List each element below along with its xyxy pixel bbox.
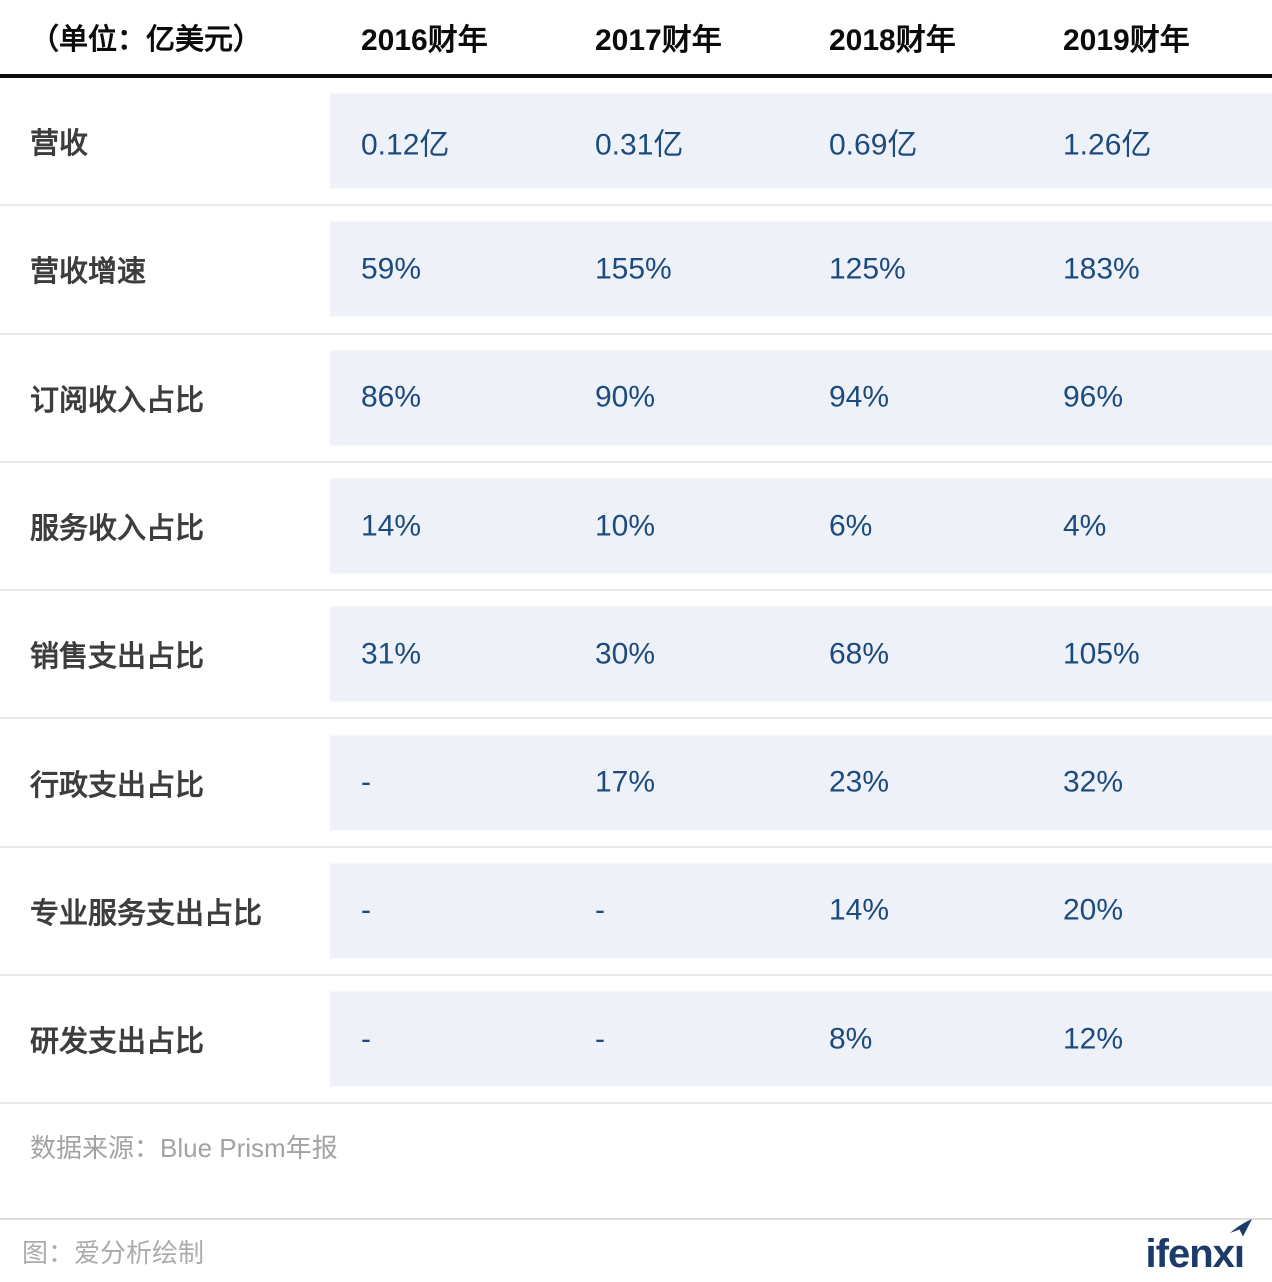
table-row: 行政支出占比 - 17% 23% 32%	[0, 719, 1272, 848]
row-value-band: 86% 90% 94% 96%	[330, 350, 1272, 446]
cell-value: 12%	[1063, 1022, 1124, 1056]
cell-value: 86%	[361, 380, 422, 414]
unit-label: （单位：亿美元）	[30, 24, 263, 56]
logo-arrow-icon	[1229, 1219, 1252, 1237]
cell-value: 68%	[829, 637, 890, 671]
chart-credit: 图：爱分析绘制	[22, 1237, 205, 1268]
row-label-professional-service-expense-share: 专业服务支出占比	[30, 897, 263, 930]
footer-bar: 图：爱分析绘制 ifenxı	[0, 1218, 1272, 1282]
column-header-2018: 2018财年	[829, 24, 956, 57]
row-label-sales-expense-share: 销售支出占比	[30, 641, 205, 674]
logo-text: ifenx	[1145, 1232, 1235, 1276]
column-header-2016: 2016财年	[361, 24, 488, 57]
cell-value: 20%	[1063, 893, 1124, 927]
cell-value: 0.12亿	[361, 128, 450, 162]
table-row: 销售支出占比 31% 30% 68% 105%	[0, 591, 1272, 720]
row-label-rd-expense-share: 研发支出占比	[30, 1026, 205, 1059]
cell-value: 94%	[829, 380, 890, 414]
cell-value: 10%	[595, 509, 656, 543]
column-header-2017: 2017财年	[595, 24, 722, 57]
table-row: 研发支出占比 - - 8% 12%	[0, 976, 1272, 1105]
cell-value: 30%	[595, 637, 656, 671]
column-headers: 2016财年 2017财年 2018财年 2019财年	[330, 0, 1272, 74]
row-label-subscription-share: 订阅收入占比	[30, 384, 205, 417]
cell-value: 14%	[361, 509, 422, 543]
cell-value: 4%	[1063, 509, 1107, 543]
row-value-band: 59% 155% 125% 183%	[330, 221, 1272, 317]
row-value-band: - - 8% 12%	[330, 991, 1272, 1087]
row-value-band: 31% 30% 68% 105%	[330, 606, 1272, 702]
column-header-2019: 2019财年	[1063, 24, 1190, 57]
cell-value: 14%	[829, 893, 890, 927]
row-label-revenue: 营收	[30, 128, 89, 161]
cell-value: 105%	[1063, 637, 1140, 671]
cell-value: 90%	[595, 380, 656, 414]
row-value-band: 14% 10% 6% 4%	[330, 478, 1272, 574]
cell-value: -	[595, 893, 605, 927]
row-value-band: - - 14% 20%	[330, 863, 1272, 959]
ifenxi-logo: ifenxı	[1145, 1219, 1252, 1276]
data-source-note: 数据来源：Blue Prism年报	[30, 1133, 338, 1164]
cell-value: 32%	[1063, 765, 1124, 799]
cell-value: 17%	[595, 765, 656, 799]
cell-value: -	[361, 893, 371, 927]
table-row: 订阅收入占比 86% 90% 94% 96%	[0, 335, 1272, 463]
table-row: 专业服务支出占比 - - 14% 20%	[0, 848, 1272, 977]
cell-value: 125%	[829, 252, 906, 286]
cell-value: 31%	[361, 637, 422, 671]
table-row: 营收增速 59% 155% 125% 183%	[0, 206, 1272, 335]
cell-value: 183%	[1063, 252, 1140, 286]
table-header-row: （单位：亿美元） 2016财年 2017财年 2018财年 2019财年	[0, 0, 1272, 78]
cell-value: 0.31亿	[595, 128, 684, 162]
cell-value: 96%	[1063, 380, 1124, 414]
cell-value: 23%	[829, 765, 890, 799]
cell-value: 0.69亿	[829, 128, 918, 162]
cell-value: -	[361, 765, 371, 799]
cell-value: -	[595, 1022, 605, 1056]
table-row: 服务收入占比 14% 10% 6% 4%	[0, 463, 1272, 592]
cell-value: 8%	[829, 1022, 873, 1056]
row-value-band: - 17% 23% 32%	[330, 735, 1272, 831]
table-row: 营收 0.12亿 0.31亿 0.69亿 1.26亿	[0, 78, 1272, 207]
row-label-service-share: 服务收入占比	[30, 513, 205, 546]
row-label-admin-expense-share: 行政支出占比	[30, 769, 205, 802]
logo-last-i: ı	[1229, 1219, 1252, 1274]
cell-value: 1.26亿	[1063, 128, 1152, 162]
cell-value: 59%	[361, 252, 422, 286]
row-label-revenue-growth: 营收增速	[30, 256, 147, 289]
cell-value: -	[361, 1022, 371, 1056]
cell-value: 6%	[829, 509, 873, 543]
row-value-band: 0.12亿 0.31亿 0.69亿 1.26亿	[330, 93, 1272, 189]
cell-value: 155%	[595, 252, 672, 286]
